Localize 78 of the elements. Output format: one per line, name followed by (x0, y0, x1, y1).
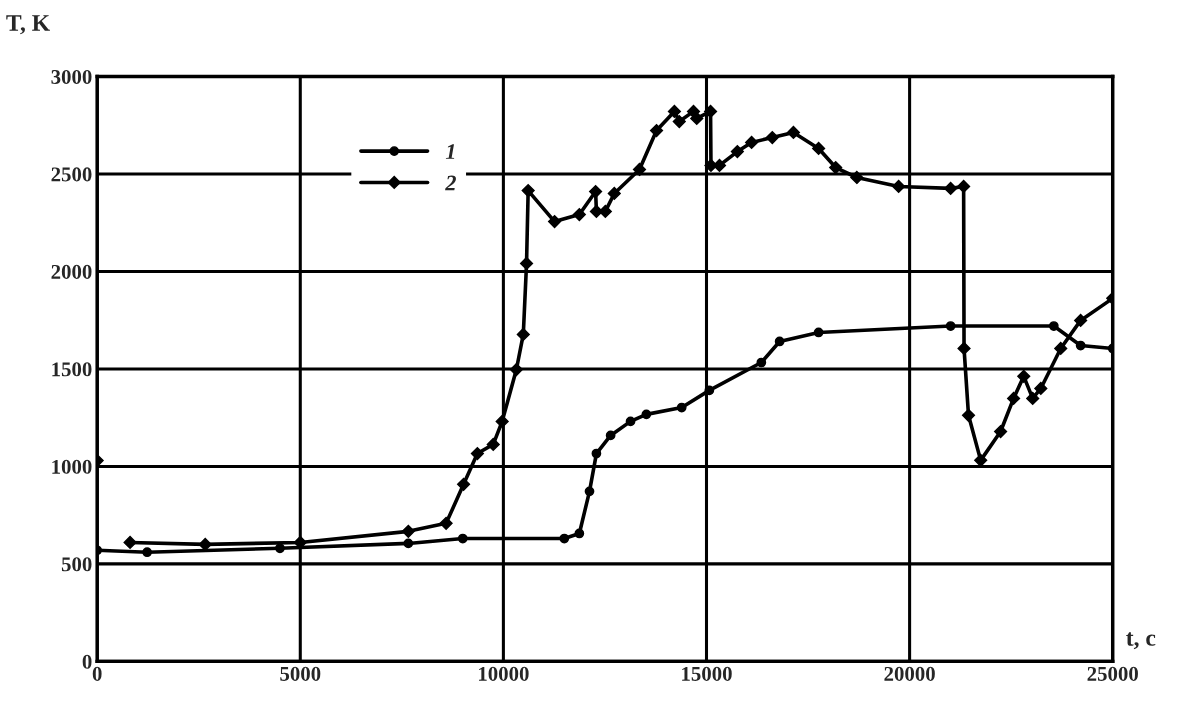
point (198, 537, 212, 551)
point (625, 416, 636, 427)
point (812, 141, 826, 156)
y-tick-label: 0 (82, 654, 92, 669)
point (607, 186, 621, 201)
x-tick-label: 15000 (682, 666, 732, 681)
point (547, 214, 562, 229)
point (142, 547, 152, 558)
point (1034, 381, 1048, 396)
point (584, 486, 595, 497)
point (574, 528, 585, 539)
point (690, 111, 704, 126)
point (509, 362, 523, 377)
point (572, 207, 586, 222)
legend-label: 2 (445, 175, 456, 191)
point (994, 424, 1008, 439)
point (974, 453, 988, 467)
point (470, 446, 484, 461)
point (495, 414, 509, 428)
point (672, 114, 686, 129)
point (850, 170, 864, 185)
point (1054, 341, 1068, 356)
point (730, 144, 744, 159)
y-tick-label: 3000 (51, 69, 92, 84)
y-tick-label: 2500 (51, 167, 92, 182)
point (813, 327, 824, 338)
point (1075, 340, 1086, 351)
point (957, 341, 971, 356)
point (649, 123, 664, 138)
point (591, 448, 602, 459)
point (957, 179, 971, 194)
y-axis-title: T, K (6, 15, 50, 35)
point (589, 184, 603, 199)
point (275, 543, 285, 554)
point (559, 533, 570, 544)
point (945, 321, 956, 331)
point (401, 524, 415, 538)
point (704, 385, 715, 396)
point (1026, 391, 1040, 405)
point (605, 430, 616, 441)
point (123, 535, 137, 550)
x-tick-label: 5000 (280, 666, 321, 681)
point (1017, 369, 1031, 383)
point (961, 408, 976, 422)
point (756, 357, 767, 368)
point (786, 125, 801, 140)
point (676, 402, 687, 413)
point (703, 104, 718, 118)
point (456, 477, 471, 491)
y-tick-label: 1500 (52, 362, 92, 377)
point (457, 533, 468, 544)
point (521, 183, 535, 198)
y-tick-label: 2000 (51, 264, 92, 279)
y-tick-label: 500 (61, 557, 92, 572)
point (403, 538, 414, 549)
point (944, 181, 958, 195)
point (519, 256, 534, 271)
point (641, 409, 652, 420)
x-axis-title: t, c (1126, 632, 1156, 650)
point (1007, 391, 1021, 405)
point (892, 179, 906, 194)
point (829, 160, 843, 175)
point (765, 130, 779, 145)
x-tick-label: 0 (92, 666, 102, 681)
point (1074, 313, 1088, 327)
x-tick-label: 20000 (884, 666, 935, 681)
point (516, 327, 530, 342)
point (1048, 321, 1059, 331)
point (486, 437, 500, 451)
x-tick-label: 25000 (1087, 666, 1138, 681)
y-tick-label: 1000 (52, 459, 92, 474)
x-tick-label: 10000 (479, 666, 529, 681)
point (632, 162, 647, 177)
point (774, 336, 785, 347)
point (744, 135, 759, 149)
legend-label: 1 (445, 144, 455, 159)
point (667, 104, 681, 118)
point (439, 516, 453, 530)
